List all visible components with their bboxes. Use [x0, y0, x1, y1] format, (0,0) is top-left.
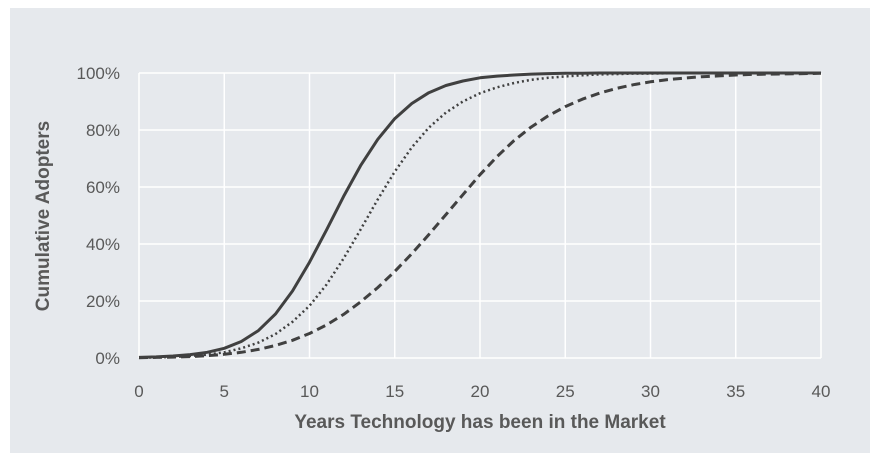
y-tick-label: 20%: [86, 292, 120, 311]
x-tick-labels: 0 5 10 15 20 25 30 35 40: [134, 382, 830, 401]
x-tick-label: 30: [641, 382, 660, 401]
x-tick-label: 0: [134, 382, 143, 401]
chart-frame: [10, 8, 870, 453]
x-tick-label: 25: [556, 382, 575, 401]
x-tick-label: 20: [471, 382, 490, 401]
x-tick-label: 35: [726, 382, 745, 401]
y-tick-label: 40%: [86, 235, 120, 254]
gridlines: [138, 72, 822, 359]
y-tick-label: 60%: [86, 178, 120, 197]
y-tick-label: 0%: [95, 349, 120, 368]
y-axis-title: Cumulative Adopters: [33, 121, 54, 311]
x-tick-label: 15: [385, 382, 404, 401]
y-tick-label: 100%: [77, 64, 120, 83]
y-tick-labels: 0% 20% 40% 60% 80% 100%: [77, 64, 120, 368]
series-line-dotted: [138, 71, 821, 359]
x-axis-title: Years Technology has been in the Market: [294, 412, 666, 433]
series-lines: [138, 71, 822, 360]
x-tick-label: 10: [300, 382, 319, 401]
y-tick-label: 80%: [86, 121, 120, 140]
x-tick-label: 40: [812, 382, 831, 401]
x-tick-label: 5: [220, 382, 229, 401]
series-line-dashed: [138, 71, 822, 360]
